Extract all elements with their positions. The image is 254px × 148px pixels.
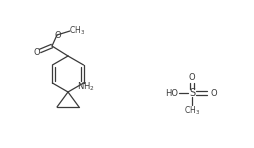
Text: O: O bbox=[211, 89, 217, 98]
Text: S: S bbox=[189, 88, 195, 98]
Text: NH$_2$: NH$_2$ bbox=[77, 81, 94, 93]
Text: CH$_3$: CH$_3$ bbox=[69, 25, 85, 37]
Text: O: O bbox=[34, 48, 40, 57]
Text: HO: HO bbox=[166, 89, 179, 98]
Text: O: O bbox=[55, 30, 61, 40]
Text: CH$_3$: CH$_3$ bbox=[184, 105, 200, 117]
Text: O: O bbox=[189, 73, 195, 82]
